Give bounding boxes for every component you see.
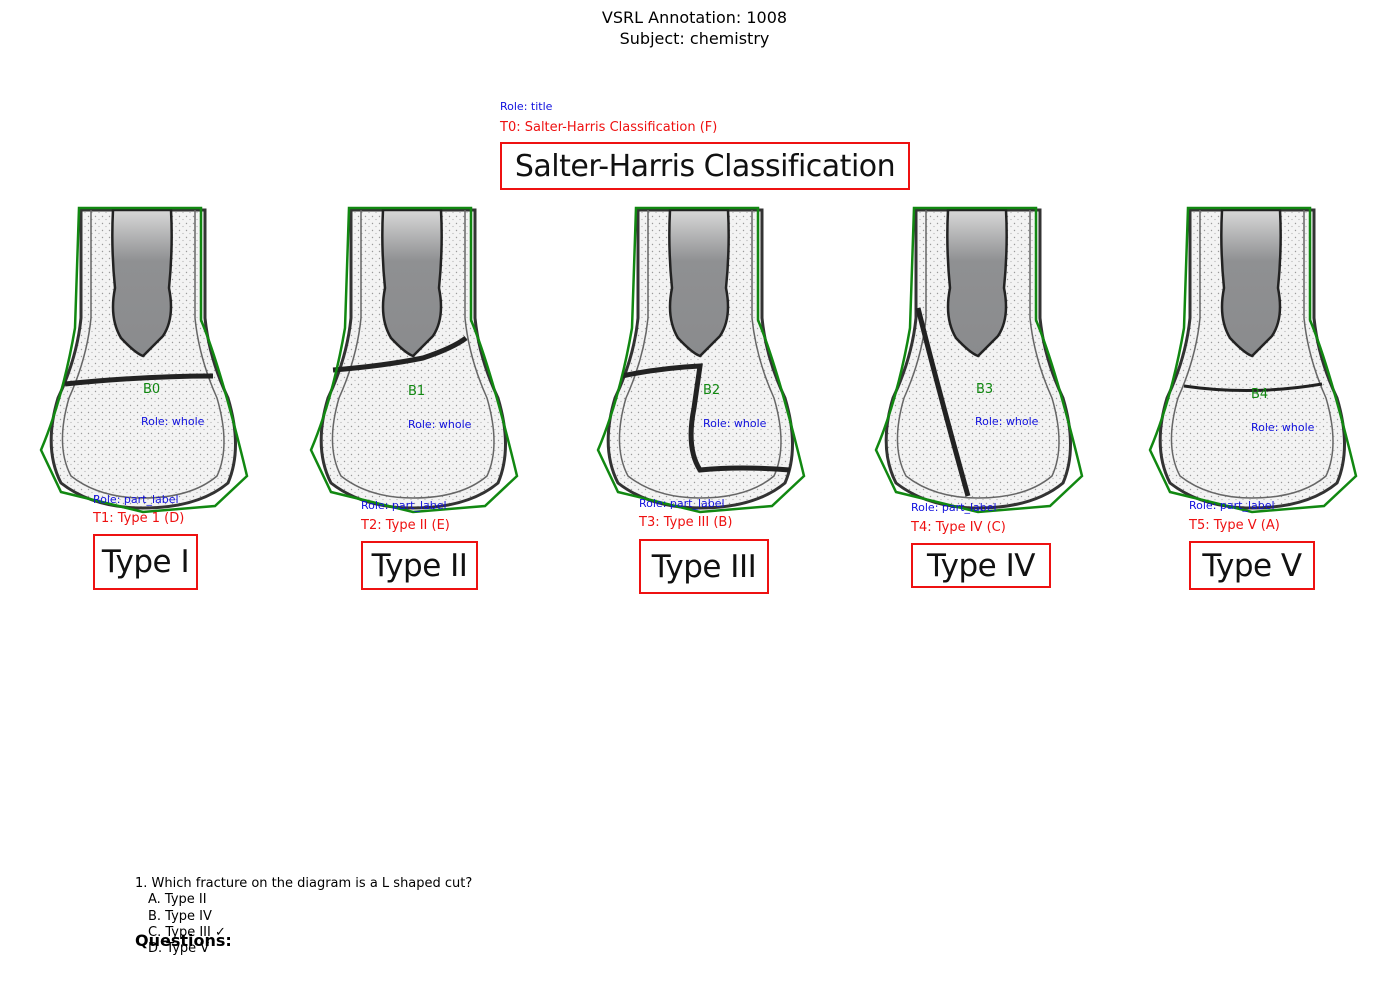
type-box-t2: Type II [361,541,478,590]
text-role-t3: Role: part_label [639,497,725,510]
fracture-line-1 [332,335,468,373]
bone-cortex-0 [61,210,225,499]
question-1-option-a: A. Type II [148,892,207,908]
fracture-line-2 [621,363,791,473]
text-label-t4: T4: Type IV (C) [911,520,1006,535]
questions-heading: Questions: [135,931,232,950]
question-1-option-b: B. Type IV [148,908,212,924]
blob-outline-1 [309,206,519,514]
bone-cortex-3 [896,210,1060,499]
fracture-line-4 [1183,382,1323,393]
text-label-t1: T1: Type 1 (D) [93,511,185,526]
bone-3 [874,206,1084,514]
subject-line: Subject: chemistry [619,29,770,48]
marrow-cavity-4 [1220,208,1282,358]
bone-cortex-1 [331,210,495,499]
bone-2 [596,206,806,514]
annotation-id: VSRL Annotation: 1008 [601,8,788,27]
question-list: 1. Which fracture on the diagram is a L … [135,876,472,957]
type-box-t1: Type I [93,534,198,590]
text-label-t5: T5: Type V (A) [1189,518,1280,533]
blob-label-b3: B3 [976,382,994,397]
blob-outline-3 [874,206,1084,514]
fracture-line-3 [915,307,971,497]
question-1-text: 1. Which fracture on the diagram is a L … [135,876,473,891]
blob-outline-4 [1148,206,1358,514]
bone-cortex-4 [1170,210,1334,499]
marrow-cavity-3 [946,208,1008,358]
title-text-label: T0: Salter-Harris Classification (F) [500,120,718,135]
blob-label-b0: B0 [143,382,161,397]
blob-label-b4: B4 [1251,387,1269,402]
blob-role-b2: Role: whole [703,417,767,430]
text-label-t2: T2: Type II (E) [361,518,450,533]
text-role-t2: Role: part_label [361,499,447,512]
marrow-cavity-0 [111,208,173,358]
marrow-cavity-2 [668,208,730,358]
text-label-t3: T3: Type III (B) [639,515,733,530]
fracture-line-0 [64,373,214,387]
title-text-box: Salter-Harris Classification [500,142,910,190]
bone-1 [309,206,519,514]
blob-label-b2: B2 [703,383,721,398]
bone-cortex-2 [618,210,782,499]
figure-header: VSRL Annotation: 1008 Subject: chemistry [0,7,1389,49]
blob-role-b4: Role: whole [1251,421,1315,434]
text-role-t5: Role: part_label [1189,499,1275,512]
bone-0 [39,206,249,514]
blob-role-b0: Role: whole [141,415,205,428]
bone-4 [1148,206,1358,514]
question-1-option-c: C. Type III ✓ [148,924,226,940]
blob-role-b3: Role: whole [975,415,1039,428]
type-box-t3: Type III [639,539,769,594]
type-box-t5: Type V [1189,541,1315,590]
title-role-tag: Role: title [500,100,553,113]
text-role-t1: Role: part_label [93,493,179,506]
question-1-option-d: D. Type V [148,941,210,957]
blob-outline-0 [39,206,249,514]
blob-label-b1: B1 [408,384,426,399]
blob-outline-2 [596,206,806,514]
blob-role-b1: Role: whole [408,418,472,431]
marrow-cavity-1 [381,208,443,358]
text-role-t4: Role: part_label [911,501,997,514]
type-box-t4: Type IV [911,543,1051,588]
